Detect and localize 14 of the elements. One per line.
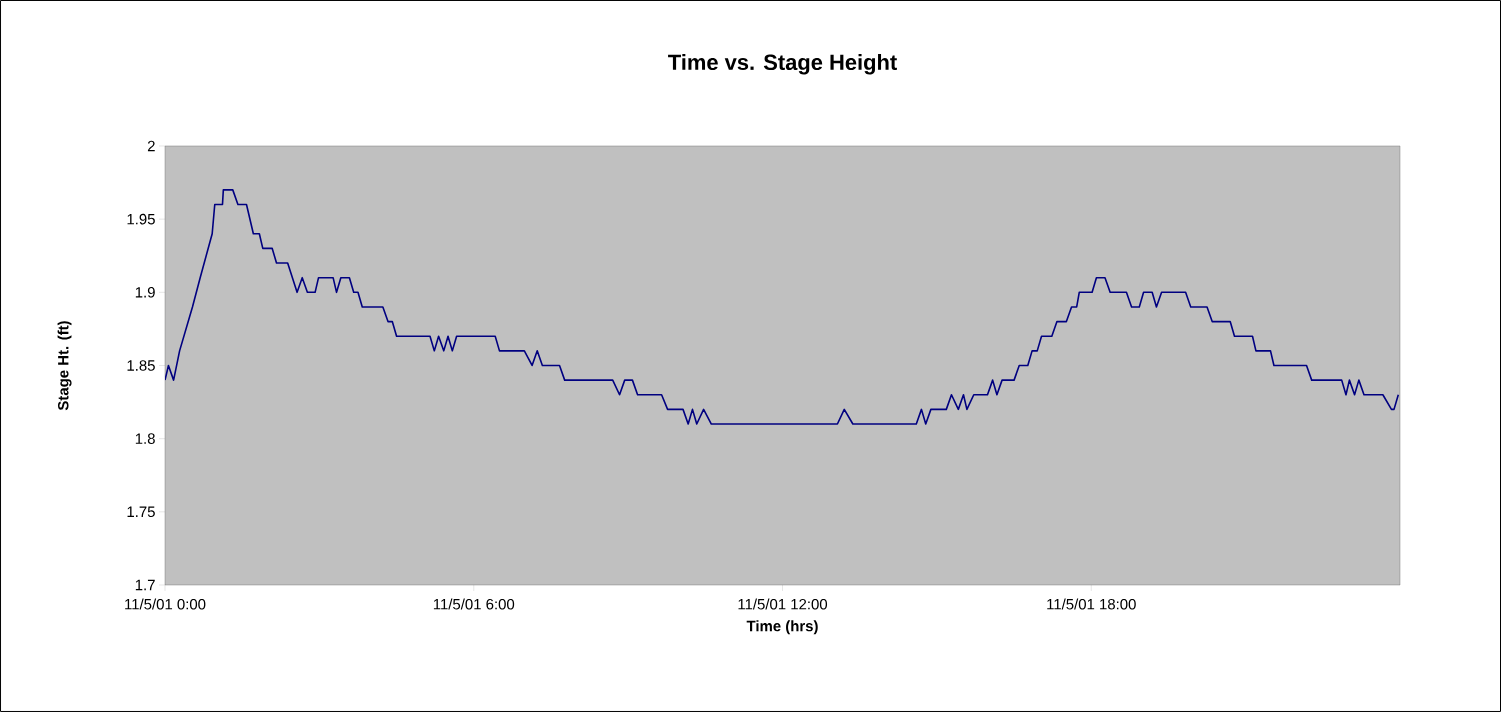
chart-title: Time vs. Stage Height bbox=[668, 53, 897, 75]
y-tick-label: 1.7 bbox=[135, 579, 155, 591]
x-tick-label: 11/5/01 6:00 bbox=[433, 598, 515, 610]
y-tick-label: 2 bbox=[147, 140, 155, 152]
x-tick-label: 11/5/01 0:00 bbox=[125, 598, 206, 610]
y-tick-label: 1.85 bbox=[127, 360, 155, 371]
y-axis-title: Stage Ht. (ft) bbox=[57, 321, 72, 411]
x-tick-label: 11/5/01 18:00 bbox=[1047, 598, 1136, 610]
y-tick-label: 1.95 bbox=[127, 213, 155, 225]
y-tick-label: 1.8 bbox=[135, 433, 155, 444]
y-tick-label: 1.75 bbox=[127, 506, 155, 518]
x-axis-title: Time (hrs) bbox=[746, 620, 818, 635]
y-tick-label: 1.9 bbox=[135, 287, 155, 298]
x-tick-label: 11/5/01 12:00 bbox=[738, 598, 828, 610]
